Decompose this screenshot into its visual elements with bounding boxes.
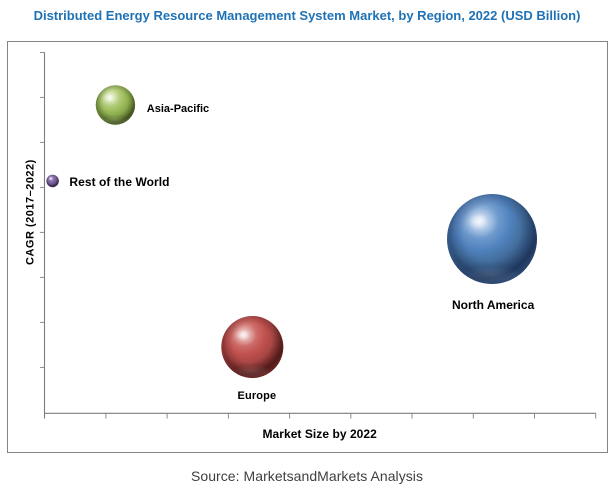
svg-text:CAGR (2017–2022): CAGR (2017–2022) (25, 159, 37, 265)
